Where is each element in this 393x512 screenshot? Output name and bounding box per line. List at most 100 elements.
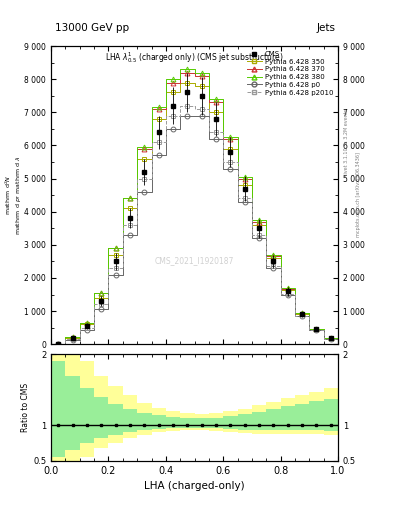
Pythia 6.428 350 bbox=[128, 205, 132, 211]
Pythia 6.428 350 bbox=[56, 341, 61, 347]
Pythia 6.428 380 bbox=[84, 319, 89, 326]
Line: Pythia 6.428 370: Pythia 6.428 370 bbox=[56, 70, 333, 347]
Pythia 6.428 380 bbox=[242, 174, 247, 180]
Pythia 6.428 370 bbox=[99, 290, 104, 296]
Pythia 6.428 p2010 bbox=[99, 302, 104, 308]
Pythia 6.428 370 bbox=[228, 136, 233, 142]
Pythia 6.428 p0 bbox=[171, 126, 175, 132]
Pythia 6.428 370 bbox=[329, 335, 333, 342]
Pythia 6.428 p0 bbox=[285, 291, 290, 297]
Pythia 6.428 p2010 bbox=[56, 341, 61, 347]
Pythia 6.428 p0 bbox=[228, 165, 233, 172]
Text: LHA $\lambda^{1}_{0.5}$ (charged only) (CMS jet substructure): LHA $\lambda^{1}_{0.5}$ (charged only) (… bbox=[105, 51, 284, 66]
Pythia 6.428 350 bbox=[185, 79, 190, 86]
Pythia 6.428 380 bbox=[142, 144, 147, 150]
Pythia 6.428 380 bbox=[228, 134, 233, 140]
Pythia 6.428 370 bbox=[257, 219, 261, 225]
Pythia 6.428 370 bbox=[171, 79, 175, 86]
Text: Rivet 3.1.10, ≥ 3.2M events: Rivet 3.1.10, ≥ 3.2M events bbox=[344, 109, 349, 178]
Pythia 6.428 350 bbox=[70, 334, 75, 340]
Pythia 6.428 p2010 bbox=[214, 129, 219, 135]
Pythia 6.428 350 bbox=[113, 252, 118, 258]
Pythia 6.428 350 bbox=[329, 335, 333, 342]
X-axis label: LHA (charged-only): LHA (charged-only) bbox=[144, 481, 245, 491]
Pythia 6.428 380 bbox=[70, 334, 75, 340]
Pythia 6.428 350 bbox=[84, 321, 89, 327]
Pythia 6.428 380 bbox=[329, 335, 333, 342]
Pythia 6.428 380 bbox=[185, 66, 190, 72]
Pythia 6.428 370 bbox=[156, 106, 161, 112]
Pythia 6.428 p2010 bbox=[84, 325, 89, 331]
Pythia 6.428 p0 bbox=[214, 136, 219, 142]
Pythia 6.428 p0 bbox=[300, 313, 305, 319]
Pythia 6.428 370 bbox=[214, 99, 219, 105]
Pythia 6.428 380 bbox=[128, 196, 132, 202]
Pythia 6.428 370 bbox=[113, 245, 118, 251]
Pythia 6.428 p2010 bbox=[113, 265, 118, 271]
Pythia 6.428 p2010 bbox=[285, 291, 290, 297]
Pythia 6.428 380 bbox=[214, 96, 219, 102]
Pythia 6.428 380 bbox=[113, 245, 118, 251]
Pythia 6.428 p2010 bbox=[142, 176, 147, 182]
Pythia 6.428 p0 bbox=[199, 113, 204, 119]
Pythia 6.428 380 bbox=[271, 252, 276, 259]
Pythia 6.428 370 bbox=[185, 70, 190, 76]
Pythia 6.428 370 bbox=[314, 326, 319, 332]
Pythia 6.428 p2010 bbox=[171, 113, 175, 119]
Legend: CMS, Pythia 6.428 350, Pythia 6.428 370, Pythia 6.428 380, Pythia 6.428 p0, Pyth: CMS, Pythia 6.428 350, Pythia 6.428 370,… bbox=[245, 50, 334, 97]
Pythia 6.428 p0 bbox=[257, 235, 261, 241]
Y-axis label: $\mathrm{mathrm\ d}^2N$
$\mathrm{mathrm\ d}\ p_T\ \mathrm{mathrm\ d}\ \lambda$: $\mathrm{mathrm\ d}^2N$ $\mathrm{mathrm\… bbox=[4, 155, 23, 235]
Pythia 6.428 p0 bbox=[70, 337, 75, 343]
Pythia 6.428 p2010 bbox=[228, 159, 233, 165]
Pythia 6.428 p2010 bbox=[199, 106, 204, 112]
Pythia 6.428 p2010 bbox=[128, 222, 132, 228]
Pythia 6.428 380 bbox=[156, 104, 161, 111]
Pythia 6.428 p2010 bbox=[314, 327, 319, 333]
Pythia 6.428 380 bbox=[257, 217, 261, 223]
Pythia 6.428 350 bbox=[271, 255, 276, 261]
Pythia 6.428 380 bbox=[99, 290, 104, 296]
Pythia 6.428 370 bbox=[70, 334, 75, 340]
Pythia 6.428 350 bbox=[99, 295, 104, 301]
Pythia 6.428 350 bbox=[199, 83, 204, 89]
Pythia 6.428 p0 bbox=[329, 335, 333, 342]
Pythia 6.428 380 bbox=[171, 76, 175, 82]
Pythia 6.428 p0 bbox=[84, 327, 89, 333]
Pythia 6.428 370 bbox=[285, 286, 290, 292]
Pythia 6.428 p0 bbox=[185, 113, 190, 119]
Pythia 6.428 p2010 bbox=[185, 102, 190, 109]
Pythia 6.428 350 bbox=[300, 311, 305, 317]
Line: Pythia 6.428 350: Pythia 6.428 350 bbox=[56, 80, 333, 347]
Text: 13000 GeV pp: 13000 GeV pp bbox=[55, 23, 129, 33]
Pythia 6.428 p2010 bbox=[300, 313, 305, 319]
Pythia 6.428 p2010 bbox=[329, 335, 333, 342]
Pythia 6.428 p0 bbox=[56, 341, 61, 347]
Text: Jets: Jets bbox=[317, 23, 336, 33]
Pythia 6.428 p0 bbox=[242, 199, 247, 205]
Pythia 6.428 370 bbox=[56, 341, 61, 347]
Pythia 6.428 370 bbox=[199, 73, 204, 79]
Pythia 6.428 p0 bbox=[128, 232, 132, 238]
Pythia 6.428 350 bbox=[214, 109, 219, 115]
Pythia 6.428 380 bbox=[300, 310, 305, 316]
Pythia 6.428 370 bbox=[300, 310, 305, 316]
Pythia 6.428 370 bbox=[84, 319, 89, 326]
Pythia 6.428 380 bbox=[56, 341, 61, 347]
Pythia 6.428 370 bbox=[128, 196, 132, 202]
Pythia 6.428 380 bbox=[199, 70, 204, 76]
Pythia 6.428 p0 bbox=[99, 306, 104, 312]
Pythia 6.428 p2010 bbox=[70, 336, 75, 342]
Text: CMS_2021_I1920187: CMS_2021_I1920187 bbox=[155, 256, 234, 265]
Pythia 6.428 380 bbox=[285, 285, 290, 291]
Y-axis label: Ratio to CMS: Ratio to CMS bbox=[21, 383, 30, 432]
Pythia 6.428 350 bbox=[242, 182, 247, 188]
Pythia 6.428 350 bbox=[285, 287, 290, 293]
Pythia 6.428 p2010 bbox=[242, 196, 247, 202]
Pythia 6.428 p0 bbox=[113, 271, 118, 278]
Pythia 6.428 370 bbox=[242, 176, 247, 182]
Line: Pythia 6.428 p0: Pythia 6.428 p0 bbox=[56, 113, 333, 347]
Pythia 6.428 p2010 bbox=[257, 232, 261, 238]
Pythia 6.428 370 bbox=[142, 146, 147, 152]
Pythia 6.428 p0 bbox=[156, 153, 161, 159]
Pythia 6.428 350 bbox=[314, 326, 319, 332]
